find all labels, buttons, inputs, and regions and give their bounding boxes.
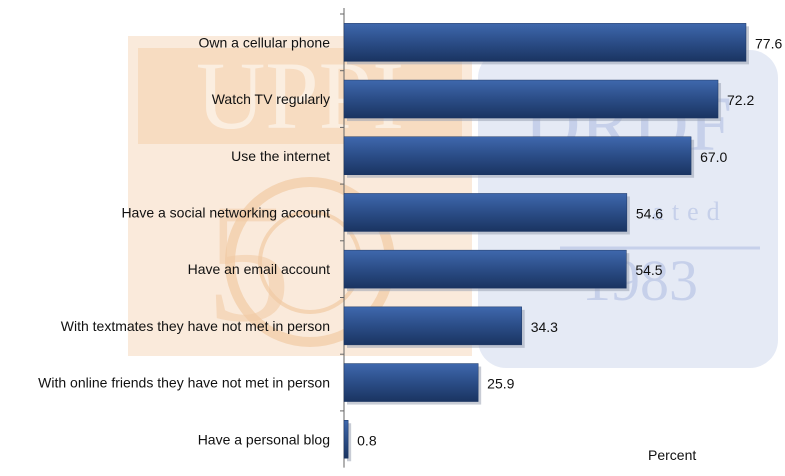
category-label: Have an email account [188,261,331,277]
watermark-right-sub: ated [652,197,727,226]
category-label: Own a cellular phone [198,34,330,50]
bar [343,79,719,119]
bar-shadow [347,423,352,462]
bar [343,23,747,62]
bar [343,420,349,459]
svg-text:5: 5 [206,169,291,357]
value-label: 72.2 [727,92,754,108]
category-label: Watch TV regularly [212,91,330,107]
bar [343,193,628,232]
category-label: With textmates they have not met in pers… [61,318,330,334]
value-label: 34.3 [531,319,558,335]
bar [343,136,692,175]
value-label: 54.6 [636,205,663,221]
value-label: 54.5 [635,262,662,278]
value-label: 0.8 [357,432,377,448]
bar [343,249,627,289]
bar [343,306,522,346]
category-label: With online friends they have not met in… [38,375,330,391]
category-label: Have a personal blog [198,431,330,447]
value-label: 25.9 [487,376,514,392]
category-label: Have a social networking account [121,204,330,220]
bar [343,363,479,402]
unit-label: Percent [648,447,696,463]
value-label: 67.0 [700,149,727,165]
value-label: 77.6 [755,35,782,51]
category-label: Use the internet [231,148,330,164]
